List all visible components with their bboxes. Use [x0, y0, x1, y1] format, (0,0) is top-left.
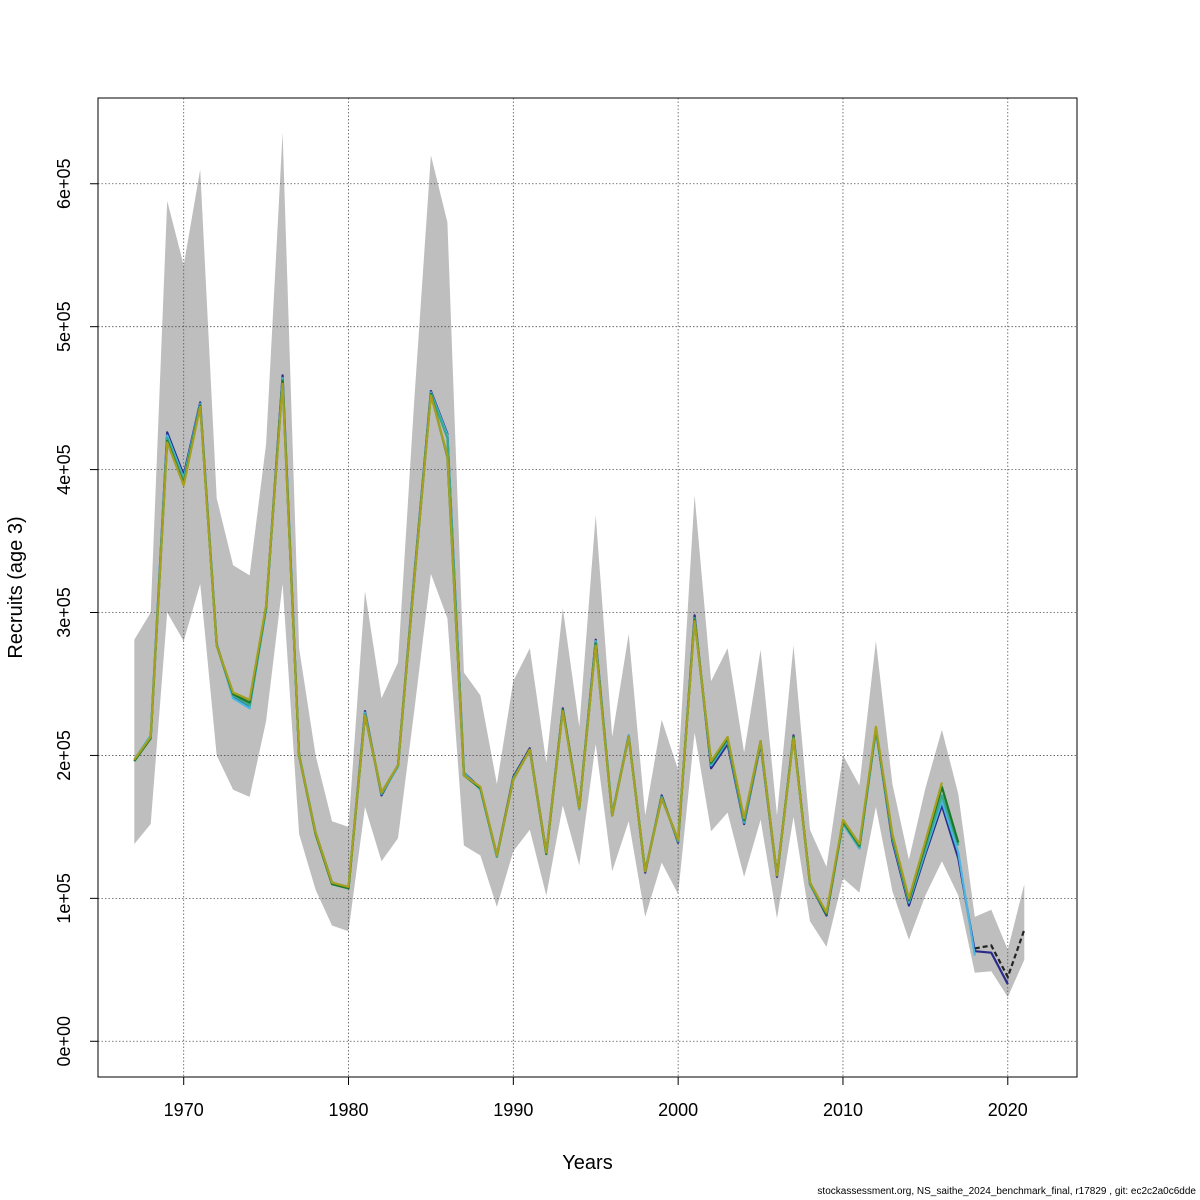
y-tick-label: 4e+05: [54, 444, 74, 495]
y-tick-label: 0e+00: [54, 1016, 74, 1067]
y-tick-label: 1e+05: [54, 873, 74, 924]
footer-credit: stockassessment.org, NS_saithe_2024_benc…: [817, 1186, 1196, 1197]
y-tick-label: 6e+05: [54, 158, 74, 209]
y-axis-title: Recruits (age 3): [5, 516, 27, 658]
confidence-band-layer: [134, 132, 1025, 998]
y-tick-label: 3e+05: [54, 587, 74, 638]
x-axis-title: Years: [562, 1152, 612, 1174]
grid-layer: [98, 98, 1077, 1077]
x-tick-label: 2000: [658, 1100, 698, 1120]
x-tick-label: 1990: [493, 1100, 533, 1120]
terminal-series-line: [974, 929, 1026, 980]
x-tick-label: 2020: [988, 1100, 1028, 1120]
x-tick-label: 2010: [823, 1100, 863, 1120]
x-tick-label: 1980: [328, 1100, 368, 1120]
axis-layer: 1970 1980 1990 2000 2010 2020 0e+00 1e+05 2e+05 3…: [54, 158, 1028, 1120]
x-tick-label: 1970: [164, 1100, 204, 1120]
y-tick-label: 5e+05: [54, 301, 74, 352]
y-tick-label: 2e+05: [54, 730, 74, 781]
series-line-5: [133, 382, 943, 914]
series-layer: [133, 374, 1026, 985]
confidence-band: [134, 132, 1025, 998]
plot-frame: [97, 97, 1078, 1078]
